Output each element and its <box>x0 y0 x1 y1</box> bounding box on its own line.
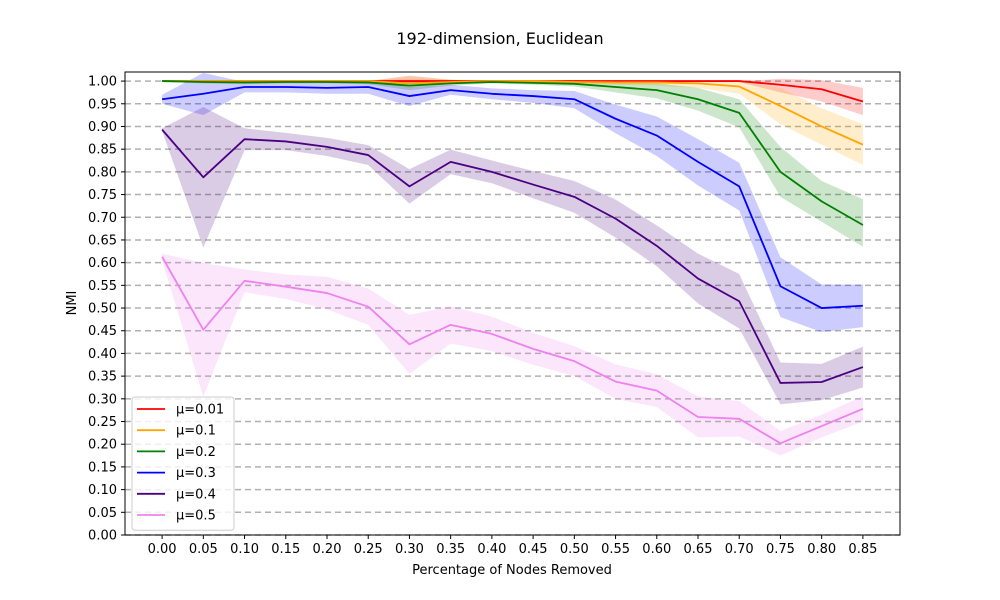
y-tick-label: 0.45 <box>88 324 117 339</box>
x-tick-label: 0.65 <box>684 542 713 557</box>
confidence-band-4 <box>162 72 863 333</box>
x-tick-label: 0.50 <box>560 542 589 557</box>
y-tick-label: 0.20 <box>88 438 117 453</box>
x-tick-label: 0.30 <box>395 542 424 557</box>
x-tick-label: 0.60 <box>642 542 671 557</box>
x-tick-label: 0.25 <box>354 542 383 557</box>
y-tick-label: 0.05 <box>88 506 117 521</box>
y-tick-label: 0.25 <box>88 415 117 430</box>
x-tick-label: 0.00 <box>148 542 177 557</box>
plot-area <box>124 71 901 536</box>
y-tick-label: 0.85 <box>88 143 117 158</box>
x-axis-title: Percentage of Nodes Removed <box>412 563 612 578</box>
y-tick-label: 0.10 <box>88 483 117 498</box>
y-tick-label: 0.50 <box>88 302 117 317</box>
y-tick-label: 0.15 <box>88 460 117 475</box>
x-tick-label: 0.20 <box>313 542 342 557</box>
x-tick-label: 0.85 <box>848 542 877 557</box>
x-tick-label: 0.70 <box>725 542 754 557</box>
legend-label: μ=0.2 <box>176 445 216 460</box>
legend-label: μ=0.01 <box>176 403 224 418</box>
confidence-bands <box>162 72 863 456</box>
x-tick-label: 0.45 <box>519 542 548 557</box>
y-tick-label: 0.55 <box>88 279 117 294</box>
legend: μ=0.01 μ=0.1 μ=0.2 μ=0.3 μ=0.4 μ=0.5 <box>131 396 235 531</box>
x-tick-label: 0.40 <box>477 542 506 557</box>
confidence-band-1 <box>162 75 863 116</box>
confidence-band-6 <box>162 253 863 456</box>
y-tick-label: 0.35 <box>88 370 117 385</box>
y-tick-label: 0.80 <box>88 165 117 180</box>
y-tick-label: 0.60 <box>88 256 117 271</box>
series-line-6 <box>161 256 864 445</box>
series-line-5 <box>161 129 864 384</box>
legend-label: μ=0.1 <box>176 424 216 439</box>
x-tick-label: 0.55 <box>601 542 630 557</box>
x-tick-label: 0.35 <box>436 542 465 557</box>
legend-label: μ=0.3 <box>176 466 216 481</box>
y-tick-label: 0.30 <box>88 392 117 407</box>
y-tick-label: 0.90 <box>88 120 117 135</box>
series-line-3 <box>162 80 864 226</box>
x-tick-label: 0.15 <box>271 542 300 557</box>
x-axis: 0.00 0.05 0.10 0.15 0.20 0.25 0.30 0.35 0.40 0.45… <box>148 535 877 557</box>
y-tick-label: 0.95 <box>88 97 117 112</box>
x-tick-label: 0.75 <box>766 542 795 557</box>
y-axis-title: NMI <box>65 291 80 316</box>
y-tick-label: 0.40 <box>88 347 117 362</box>
confidence-band-5 <box>162 106 863 405</box>
chart-title: 192-dimension, Euclidean <box>396 29 603 48</box>
legend-label: μ=0.5 <box>176 509 216 524</box>
y-tick-label: 0.75 <box>88 188 117 203</box>
y-tick-label: 1.00 <box>88 75 117 90</box>
x-tick-label: 0.10 <box>230 542 259 557</box>
legend-label: μ=0.4 <box>176 487 216 502</box>
series-line-4 <box>161 86 863 309</box>
x-tick-label: 0.80 <box>807 542 836 557</box>
y-axis: 0.00 0.05 0.10 0.15 0.20 0.25 0.30 0.35 0.40 0.45… <box>88 75 125 544</box>
series-lines <box>161 80 864 445</box>
y-tick-label: 0.65 <box>88 233 117 248</box>
plot-frame <box>124 71 901 536</box>
x-tick-label: 0.05 <box>189 542 218 557</box>
series-line-2 <box>162 80 864 146</box>
y-tick-label: 0.70 <box>88 211 117 226</box>
y-tick-label: 0.00 <box>88 529 117 544</box>
